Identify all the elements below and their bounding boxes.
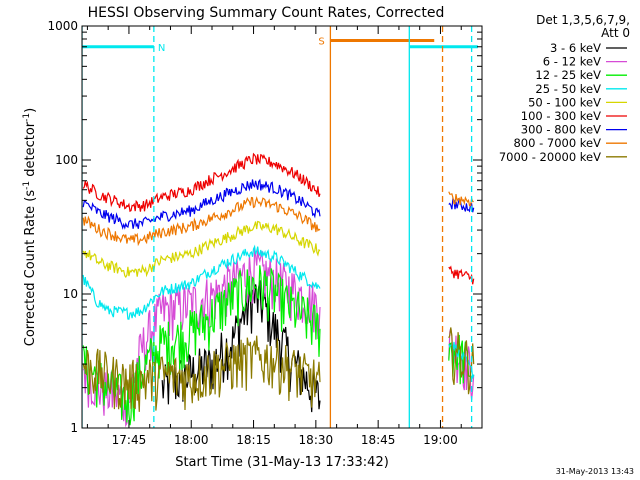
legend-entry-9: 7000 - 20000 keV xyxy=(499,150,601,164)
legend-entry-3: 12 - 25 keV xyxy=(535,68,601,82)
legend-entry-6: 100 - 300 keV xyxy=(521,109,601,123)
y-axis-label: Corrected Count Rate (s-1 detector-1) xyxy=(22,108,38,346)
series-9-segment-1 xyxy=(82,335,321,412)
y-tick-label-4: 1000 xyxy=(47,19,78,33)
legend-entry-4: 25 - 50 keV xyxy=(535,82,601,96)
flag-label-S: S xyxy=(318,36,324,47)
flag-label-N: N xyxy=(158,43,165,54)
x-tick-label-1: 17:45 xyxy=(112,433,147,447)
footer-timestamp: 31-May-2013 13:43 xyxy=(556,467,634,476)
series-6-segment-2 xyxy=(448,265,475,285)
series-9-segment-2 xyxy=(448,327,475,395)
x-tick-label-4: 18:30 xyxy=(299,433,334,447)
x-axis-label: Start Time (31-May-13 17:33:42) xyxy=(175,455,389,470)
legend-entry-7: 300 - 800 keV xyxy=(521,123,601,137)
x-tick-label-5: 18:45 xyxy=(361,433,396,447)
series-8-segment-2 xyxy=(448,191,474,207)
marker-layer xyxy=(82,26,478,428)
x-tick-label-2: 18:00 xyxy=(174,433,209,447)
series-8-segment-1 xyxy=(82,196,321,247)
data-layer xyxy=(82,152,475,428)
series-5-segment-1 xyxy=(82,220,321,279)
y-tick-label-1: 1 xyxy=(70,421,78,435)
legend-entry-1: 3 - 6 keV xyxy=(550,41,601,55)
legend-entry-8: 800 - 7000 keV xyxy=(513,136,601,150)
plot-frame xyxy=(81,25,483,429)
y-tick-label-3: 100 xyxy=(55,153,78,167)
series-3-segment-1 xyxy=(82,265,321,426)
legend-header-2: Att 0 xyxy=(601,26,630,40)
series-7-segment-1 xyxy=(82,178,321,230)
legend-entry-2: 6 - 12 keV xyxy=(543,55,601,69)
series-4-segment-1 xyxy=(82,244,321,320)
x-tick-label-6: 19:00 xyxy=(423,433,458,447)
legend-entry-5: 50 - 100 keV xyxy=(528,95,601,109)
chart-title: HESSI Observing Summary Count Rates, Cor… xyxy=(88,5,445,21)
x-tick-label-3: 18:15 xyxy=(236,433,271,447)
y-tick-label-2: 10 xyxy=(63,287,78,301)
series-2-segment-1 xyxy=(82,247,321,428)
legend-header-1: Det 1,3,5,6,7,9, xyxy=(536,13,630,27)
series-4-segment-2 xyxy=(448,341,475,379)
axes: 17:45 18:00 18:15 18:30 18:45 19:00 1 10 100 1000 xyxy=(47,19,483,447)
series-6-segment-1 xyxy=(82,152,321,213)
